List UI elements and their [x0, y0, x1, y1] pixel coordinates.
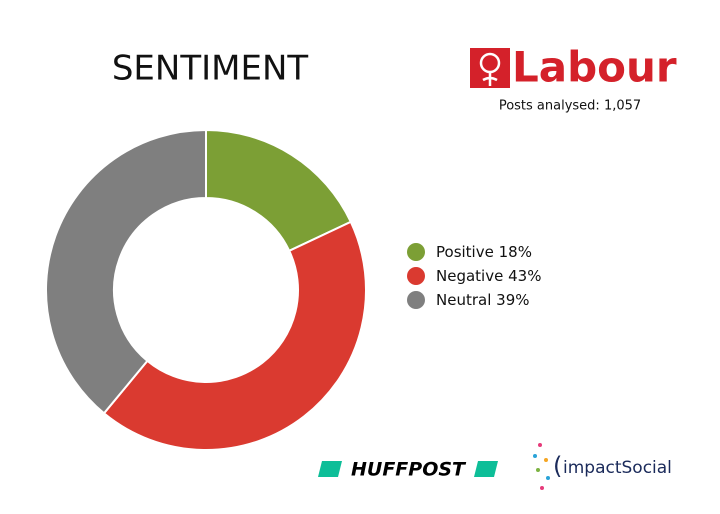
- rose-icon-stem: [482, 72, 498, 86]
- labour-logo: Labour: [470, 43, 677, 92]
- logo-dot: [533, 454, 537, 458]
- legend-name: Neutral: [436, 291, 491, 309]
- logo-paren: (: [553, 452, 562, 480]
- huffpost-logo: HUFFPOST: [318, 459, 498, 481]
- logo-dot: [540, 486, 544, 490]
- impactsocial-logo: ( impactSocial: [533, 443, 672, 490]
- legend-marker: [407, 243, 425, 261]
- brand: Labour: [512, 43, 677, 92]
- logo-dot: [544, 458, 548, 462]
- donut-segment: [102, 220, 367, 451]
- logo-dot: [546, 476, 550, 480]
- legend-name: Negative: [436, 267, 503, 285]
- legend-label: Negative 43%: [436, 267, 541, 285]
- logo-dot: [538, 443, 542, 447]
- legend-name: Positive: [436, 243, 494, 261]
- logo-text: impactSocial: [563, 458, 672, 478]
- logo-dot: [536, 468, 540, 472]
- legend-label: Neutral 39%: [436, 291, 530, 309]
- legend-value: 39%: [496, 291, 529, 309]
- legend-label: Positive 18%: [436, 243, 532, 261]
- huffpost-slant: [474, 461, 498, 477]
- donut-segment: [45, 128, 207, 415]
- subtitle: Posts analysed: 1,057: [499, 99, 641, 114]
- legend-value: 18%: [499, 243, 532, 261]
- logo-text: HUFFPOST: [351, 459, 467, 481]
- legend-marker: [407, 291, 425, 309]
- chart-title: SENTIMENT: [112, 49, 309, 89]
- legend-value: 43%: [508, 267, 541, 285]
- huffpost-slant: [318, 461, 342, 477]
- legend-marker: [407, 267, 425, 285]
